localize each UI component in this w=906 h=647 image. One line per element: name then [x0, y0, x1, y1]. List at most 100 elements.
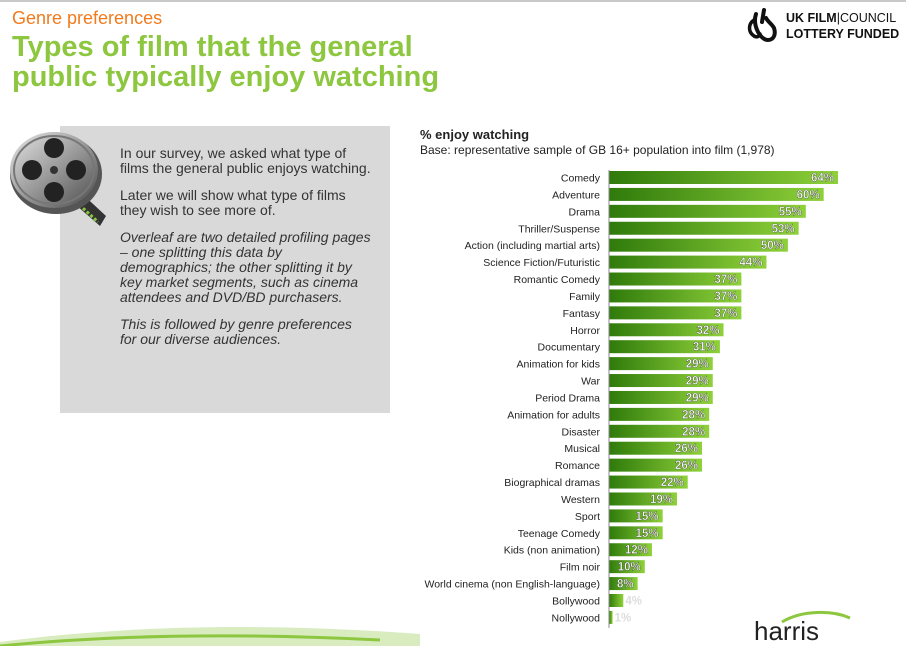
category-label: Kids (non animation) [504, 545, 600, 557]
data-label: 64% [811, 173, 834, 185]
data-label: 37% [714, 291, 737, 303]
data-label: 55% [779, 206, 802, 218]
bar [609, 543, 652, 557]
data-label: 53% [772, 223, 795, 235]
top-rule [0, 0, 906, 2]
info-box: In our survey, we asked what type of fil… [60, 126, 390, 413]
harris-brand: harris [754, 616, 820, 646]
logo-line2: LOTTERY FUNDED [786, 27, 900, 41]
category-label: Science Fiction/Futuristic [483, 257, 600, 269]
category-label: Western [561, 494, 600, 506]
data-label: 31% [693, 342, 716, 354]
category-label: Adventure [552, 189, 600, 201]
data-label: 26% [675, 460, 698, 472]
bar [609, 323, 724, 337]
data-label: 4% [625, 596, 642, 608]
category-label: Film noir [560, 562, 601, 574]
bar [609, 390, 713, 404]
category-label: Animation for kids [517, 359, 600, 371]
category-label: Nollywood [552, 612, 601, 624]
crossed-fingers-icon [747, 8, 777, 43]
bar [609, 424, 710, 438]
category-label: Animation for adults [507, 409, 600, 421]
category-label: Disaster [561, 426, 600, 438]
category-label: Thriller/Suspense [518, 223, 600, 235]
section-kicker: Genre preferences [12, 8, 163, 28]
logo-line1-bold: UK FILM [786, 11, 837, 25]
category-label: Fantasy [563, 308, 601, 320]
category-label: Comedy [561, 173, 601, 185]
chart-header: % enjoy watching Base: representative sa… [420, 127, 775, 157]
data-label: 37% [714, 308, 737, 320]
bar [609, 610, 613, 624]
bar [609, 458, 703, 472]
bar [609, 407, 710, 421]
bar [609, 475, 688, 489]
chart-subtitle: Base: representative sample of GB 16+ po… [420, 143, 775, 157]
category-label: World cinema (non English-language) [425, 579, 601, 591]
harris-logo: harris [752, 610, 852, 646]
data-label: 15% [636, 528, 659, 540]
bar [609, 255, 767, 269]
bar [609, 509, 663, 523]
info-paragraph-4: This is followed by genre preferences fo… [120, 316, 352, 347]
bar [609, 171, 838, 184]
bar [609, 289, 742, 303]
data-label: 8% [617, 579, 634, 591]
data-label: 29% [686, 376, 709, 388]
data-label: 12% [625, 545, 648, 557]
chart-title: % enjoy watching [420, 127, 530, 142]
data-label: 28% [682, 426, 705, 438]
data-label: 32% [696, 325, 719, 337]
bar [609, 238, 788, 252]
film-reel-icon [10, 132, 106, 226]
logo-line1-light: COUNCIL [839, 11, 897, 25]
category-label: Sport [575, 511, 600, 523]
data-label: 37% [714, 274, 737, 286]
bar [609, 560, 645, 574]
uk-film-council-logo: UK FILM|COUNCIL LOTTERY FUNDED [742, 6, 902, 46]
info-paragraph-2: Later we will show what type of films th… [120, 187, 346, 218]
data-label: 10% [618, 562, 641, 574]
category-label: Horror [570, 325, 600, 337]
data-label: 19% [650, 494, 673, 506]
bar [609, 374, 713, 388]
info-paragraph-3: Overleaf are two detailed profiling page… [120, 229, 371, 305]
data-label: 50% [761, 240, 784, 252]
bar [609, 204, 806, 218]
bar [609, 594, 624, 607]
data-label: 26% [675, 443, 698, 455]
decorative-swoosh [0, 627, 420, 646]
page-title-line-2: public typically enjoy watching [12, 61, 440, 93]
page-title-line-1: Types of film that the general [12, 31, 413, 63]
data-label: 22% [661, 477, 684, 489]
data-label: 44% [739, 257, 762, 269]
category-label: Action (including martial arts) [465, 240, 600, 252]
data-label: 28% [682, 409, 705, 421]
bar [609, 492, 677, 506]
category-label: Musical [564, 443, 600, 455]
bar [609, 306, 742, 320]
category-label: Biographical dramas [504, 477, 600, 489]
bar [609, 526, 663, 540]
bar [609, 221, 799, 235]
category-label: Family [569, 291, 601, 303]
info-paragraph-1: In our survey, we asked what type of fil… [120, 145, 371, 176]
bar [609, 187, 824, 201]
category-label: Bollywood [552, 596, 600, 608]
data-label: 29% [686, 392, 709, 404]
bar [609, 441, 703, 455]
harris-arc-icon [781, 610, 851, 624]
bar [609, 577, 638, 591]
category-label: Drama [568, 206, 600, 218]
category-label: War [581, 376, 600, 388]
data-label: 15% [636, 511, 659, 523]
bar [609, 340, 720, 354]
page-title: Types of film that the general public ty… [12, 32, 572, 92]
bar [609, 272, 742, 286]
genre-bar-chart: Comedy 64% Adventure 60% Drama 55% Thriller/Su… [425, 170, 838, 628]
bar [609, 357, 713, 371]
data-label: 60% [797, 189, 820, 201]
category-label: Period Drama [535, 392, 600, 404]
category-label: Teenage Comedy [518, 528, 601, 540]
